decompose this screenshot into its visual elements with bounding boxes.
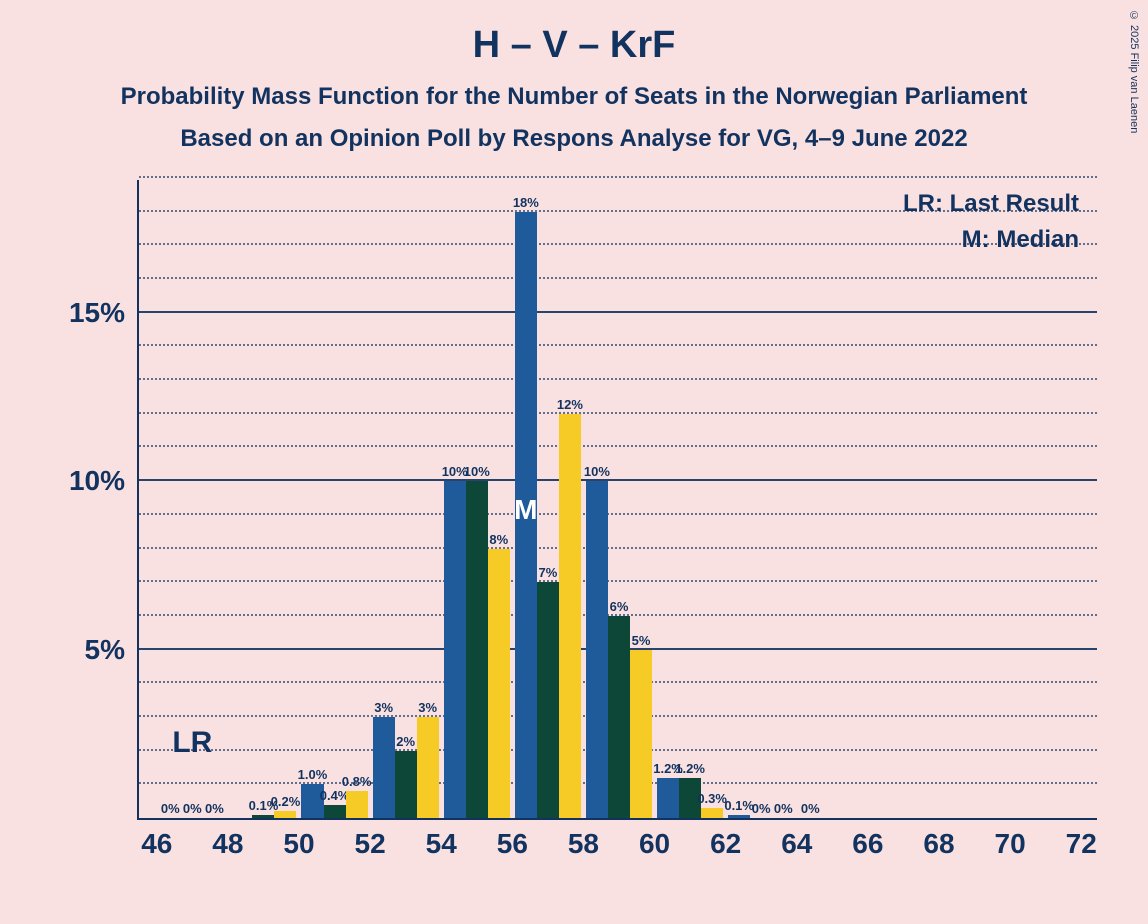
x-axis-label: 50 bbox=[283, 828, 314, 860]
grid-major bbox=[139, 479, 1097, 481]
bar-label: 0% bbox=[801, 801, 820, 816]
bar: 8% bbox=[488, 549, 510, 818]
bar-label: 3% bbox=[374, 700, 393, 715]
bar-label: 0.8% bbox=[342, 774, 372, 789]
x-axis-label: 68 bbox=[923, 828, 954, 860]
bar: 0.3% bbox=[701, 808, 723, 818]
x-axis-label: 56 bbox=[497, 828, 528, 860]
bar: 3% bbox=[373, 717, 395, 818]
y-axis-label: 5% bbox=[85, 634, 125, 666]
bar-label: 0.2% bbox=[271, 794, 301, 809]
grid-minor bbox=[139, 243, 1097, 245]
x-axis-label: 52 bbox=[355, 828, 386, 860]
grid-minor bbox=[139, 412, 1097, 414]
bar: 6% bbox=[608, 616, 630, 818]
x-axis-label: 64 bbox=[781, 828, 812, 860]
grid-major bbox=[139, 311, 1097, 313]
bar-label: 3% bbox=[418, 700, 437, 715]
bar-label: 18% bbox=[513, 195, 539, 210]
bar-label: 1.2% bbox=[675, 761, 705, 776]
bar: 0.2% bbox=[274, 811, 296, 818]
bar: 0.8% bbox=[346, 791, 368, 818]
bar-label: 5% bbox=[632, 633, 651, 648]
bar: 12% bbox=[559, 414, 581, 818]
median-marker: M bbox=[514, 494, 537, 526]
x-axis-label: 72 bbox=[1066, 828, 1097, 860]
bar: 0.1% bbox=[728, 815, 750, 818]
x-axis-label: 46 bbox=[141, 828, 172, 860]
bar: 5% bbox=[630, 650, 652, 818]
chart-subtitle-2: Based on an Opinion Poll by Respons Anal… bbox=[0, 125, 1148, 153]
grid-minor bbox=[139, 513, 1097, 515]
chart-subtitle-1: Probability Mass Function for the Number… bbox=[0, 83, 1148, 111]
bar-label: 0% bbox=[752, 801, 771, 816]
bar-label: 6% bbox=[610, 599, 629, 614]
grid-minor bbox=[139, 445, 1097, 447]
bar: 2% bbox=[395, 751, 417, 818]
plot-area: LR: Last Result M: Median 5%10%15%464850… bbox=[137, 180, 1097, 820]
copyright-text: © 2025 Filip van Laenen bbox=[1128, 10, 1140, 133]
legend: LR: Last Result M: Median bbox=[903, 186, 1079, 258]
grid-minor bbox=[139, 277, 1097, 279]
x-axis-label: 66 bbox=[852, 828, 883, 860]
chart-title: H – V – KrF bbox=[0, 0, 1148, 67]
grid-minor bbox=[139, 176, 1097, 178]
legend-m: M: Median bbox=[903, 222, 1079, 258]
grid-minor bbox=[139, 210, 1097, 212]
grid-minor bbox=[139, 580, 1097, 582]
bar-label: 7% bbox=[538, 565, 557, 580]
bar-label: 10% bbox=[464, 464, 490, 479]
bar-label: 8% bbox=[489, 532, 508, 547]
bar: 1.2% bbox=[657, 778, 679, 818]
x-axis-label: 60 bbox=[639, 828, 670, 860]
bar-label: 1.0% bbox=[298, 767, 328, 782]
lr-marker: LR bbox=[172, 726, 212, 760]
bar-label: 0.3% bbox=[697, 791, 727, 806]
legend-lr: LR: Last Result bbox=[903, 186, 1079, 222]
bar: 0.1% bbox=[252, 815, 274, 818]
grid-minor bbox=[139, 378, 1097, 380]
bar: 10% bbox=[466, 481, 488, 818]
x-axis-label: 58 bbox=[568, 828, 599, 860]
y-axis-label: 10% bbox=[69, 465, 125, 497]
bar: 10% bbox=[444, 481, 466, 818]
y-axis-label: 15% bbox=[69, 297, 125, 329]
chart-container: LR: Last Result M: Median 5% 10% 15% 46 48 50… bbox=[60, 180, 1110, 880]
bar: 0.4% bbox=[324, 805, 346, 818]
bar-label: 10% bbox=[584, 464, 610, 479]
grid-minor bbox=[139, 547, 1097, 549]
bar-label: 0% bbox=[183, 801, 202, 816]
bar-label: 12% bbox=[557, 397, 583, 412]
x-axis-label: 48 bbox=[212, 828, 243, 860]
bar-label: 0% bbox=[205, 801, 224, 816]
bar: 3% bbox=[417, 717, 439, 818]
bar: 10% bbox=[586, 481, 608, 818]
x-axis-label: 62 bbox=[710, 828, 741, 860]
x-axis-label: 54 bbox=[426, 828, 457, 860]
bar: 7% bbox=[537, 582, 559, 818]
bar-label: 2% bbox=[396, 734, 415, 749]
x-axis-label: 70 bbox=[995, 828, 1026, 860]
bar-label: 0% bbox=[774, 801, 793, 816]
bar-label: 0% bbox=[161, 801, 180, 816]
grid-minor bbox=[139, 344, 1097, 346]
bar-label: 0.1% bbox=[724, 798, 754, 813]
